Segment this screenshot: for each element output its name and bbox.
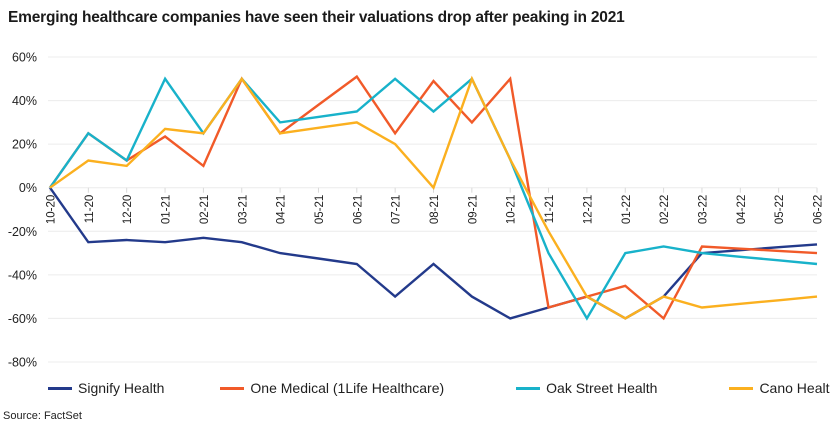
x-axis: 10-20 11-20 12-20 01-21 02-21 03-21 04-21 05-21… <box>46 187 825 224</box>
y-tick-label: 20% <box>12 138 37 152</box>
y-tick-label: 60% <box>12 51 37 65</box>
legend-swatch <box>516 386 541 390</box>
x-tick-label: 12-20 <box>122 195 134 224</box>
legend-label: Oak Street Health <box>546 380 658 396</box>
x-tick-label: 10-20 <box>46 195 58 224</box>
series-lines <box>49 74 818 321</box>
x-tick-label: 08-21 <box>429 195 441 224</box>
legend-item: Cano Health <box>729 380 830 396</box>
x-tick-label: 11-20 <box>84 195 96 224</box>
x-tick-label: 04-21 <box>276 195 288 224</box>
y-tick-label: -20% <box>8 225 37 239</box>
legend-item: One Medical (1Life Healthcare) <box>220 380 444 396</box>
x-tick-label: 05-21 <box>314 195 326 224</box>
chart-title: Emerging healthcare companies have seen … <box>8 9 625 26</box>
legend: Signify Health One Medical (1Life Healthc… <box>48 380 830 396</box>
legend-item: Oak Street Health <box>516 380 657 396</box>
x-tick-label: 05-22 <box>774 195 786 224</box>
x-tick-label: 06-21 <box>352 195 364 224</box>
x-tick-label: 02-22 <box>659 195 671 224</box>
y-axis: 60% 40% 20% 0% -20% -40% -60% -80% <box>8 51 37 370</box>
x-tick-label: 11-21 <box>544 195 556 224</box>
legend-swatch <box>220 386 245 390</box>
legend-swatch <box>48 386 72 390</box>
legend-label: Signify Health <box>78 380 165 396</box>
x-tick-label: 01-21 <box>161 195 173 224</box>
x-tick-label: 04-22 <box>736 195 748 224</box>
x-tick-label: 07-21 <box>391 195 403 224</box>
legend-item: Signify Health <box>48 380 164 396</box>
x-tick-label: 06-22 <box>813 195 825 224</box>
y-tick-label: 0% <box>19 181 37 195</box>
legend-label: One Medical (1Life Healthcare) <box>250 380 445 396</box>
x-tick-label: 12-21 <box>582 195 594 224</box>
y-tick-label: -40% <box>8 268 37 282</box>
series-line-cano-health <box>49 75 818 320</box>
series-line-oak-street-health <box>49 76 818 321</box>
y-tick-label: -80% <box>8 356 37 370</box>
x-tick-label: 02-21 <box>199 195 211 224</box>
x-tick-label: 10-21 <box>506 195 518 224</box>
y-tick-label: 40% <box>12 94 37 108</box>
x-tick-label: 03-21 <box>237 195 249 224</box>
legend-label: Cano Health <box>759 380 830 396</box>
series-line-signify-health <box>49 187 818 320</box>
legend-swatch <box>729 386 754 390</box>
y-tick-label: -60% <box>8 312 37 326</box>
series-line-one-medical-1life-healthcare <box>49 74 818 321</box>
x-tick-label: 01-22 <box>621 195 633 224</box>
x-tick-label: 09-21 <box>467 195 479 224</box>
x-tick-label: 03-22 <box>697 195 709 224</box>
source-note: Source: FactSet <box>3 410 82 422</box>
